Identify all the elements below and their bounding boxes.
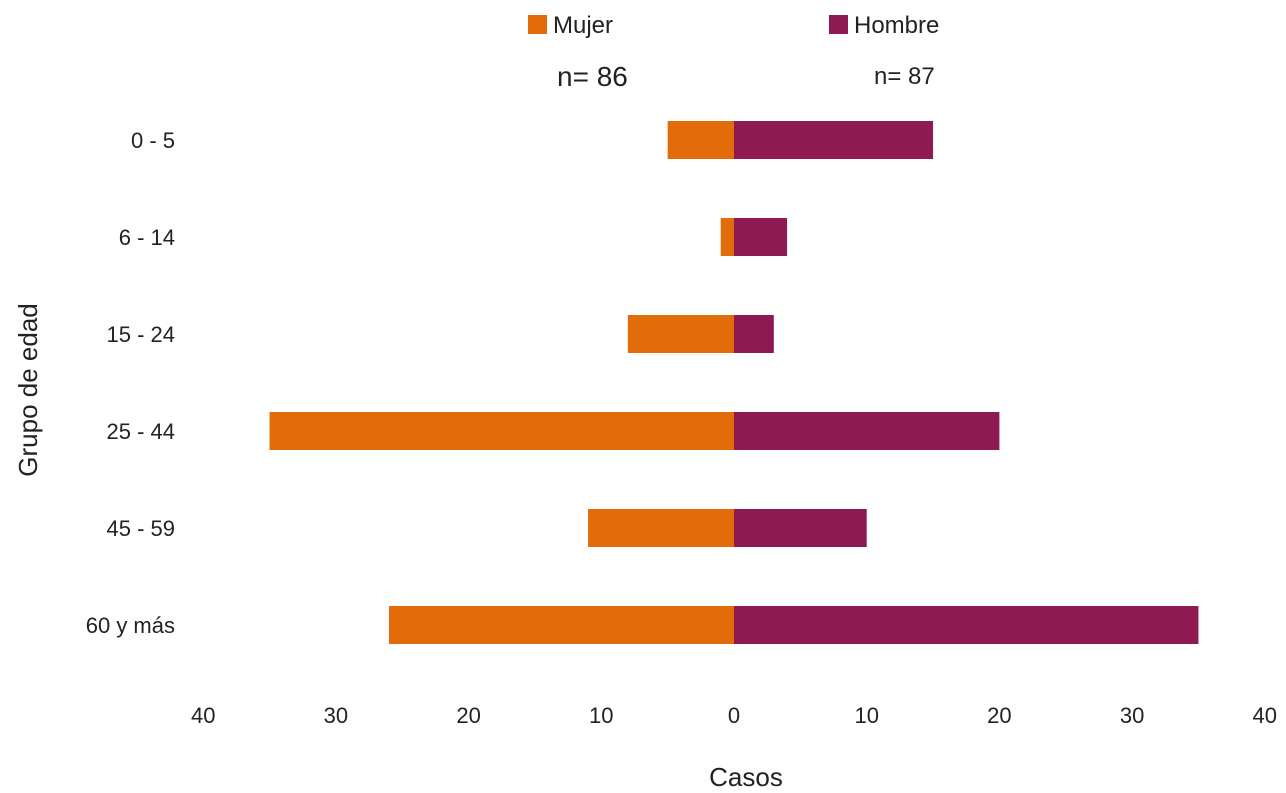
- y-category-label: 15 - 24: [107, 322, 176, 347]
- legend: Mujer Hombre n= 86 n= 87: [528, 12, 939, 92]
- legend-swatch-hombre: [829, 15, 848, 34]
- y-category-label: 0 - 5: [131, 128, 175, 153]
- bar-hombre-45-59: [734, 509, 867, 547]
- x-tick-label: 40: [191, 703, 215, 728]
- bar-mujer-60yms: [388, 606, 734, 644]
- bars-group: [269, 121, 1199, 644]
- bar-hombre-6-14: [734, 218, 788, 256]
- x-tick-label: 0: [728, 703, 740, 728]
- legend-swatch-mujer: [528, 15, 547, 34]
- y-category-label: 25 - 44: [107, 419, 176, 444]
- y-axis-title: Grupo de edad: [13, 303, 43, 476]
- bar-hombre-15-24: [734, 315, 774, 353]
- x-tick-label: 30: [1120, 703, 1144, 728]
- bar-mujer-0-5: [667, 121, 734, 159]
- legend-label-mujer: Mujer: [553, 12, 613, 39]
- x-axis-title: Casos: [709, 762, 783, 792]
- x-tick-label: 10: [854, 703, 878, 728]
- bar-hombre-0-5: [734, 121, 934, 159]
- mujer-n-label: n= 86: [557, 61, 628, 92]
- hombre-n-label: n= 87: [874, 63, 935, 90]
- y-category-label: 60 y más: [86, 613, 175, 638]
- x-tick-label: 30: [324, 703, 348, 728]
- y-category-label: 6 - 14: [119, 225, 175, 250]
- bar-hombre-25-44: [734, 412, 1000, 450]
- y-axis-category-labels: 0 - 5 6 - 14 15 - 24 25 - 44 45 - 59 60 y más: [86, 128, 175, 638]
- x-tick-label: 20: [987, 703, 1011, 728]
- bar-mujer-15-24: [627, 315, 734, 353]
- legend-label-hombre: Hombre: [854, 12, 939, 39]
- bar-mujer-25-44: [269, 412, 734, 450]
- bar-hombre-60yms: [734, 606, 1199, 644]
- bar-mujer-6-14: [720, 218, 734, 256]
- x-tick-label: 20: [456, 703, 480, 728]
- y-category-label: 45 - 59: [107, 516, 176, 541]
- bar-mujer-45-59: [588, 509, 734, 547]
- x-tick-label: 10: [589, 703, 613, 728]
- x-axis-tick-labels: 40 30 20 10 0 10 20 30 40: [191, 703, 1277, 728]
- x-tick-label: 40: [1253, 703, 1277, 728]
